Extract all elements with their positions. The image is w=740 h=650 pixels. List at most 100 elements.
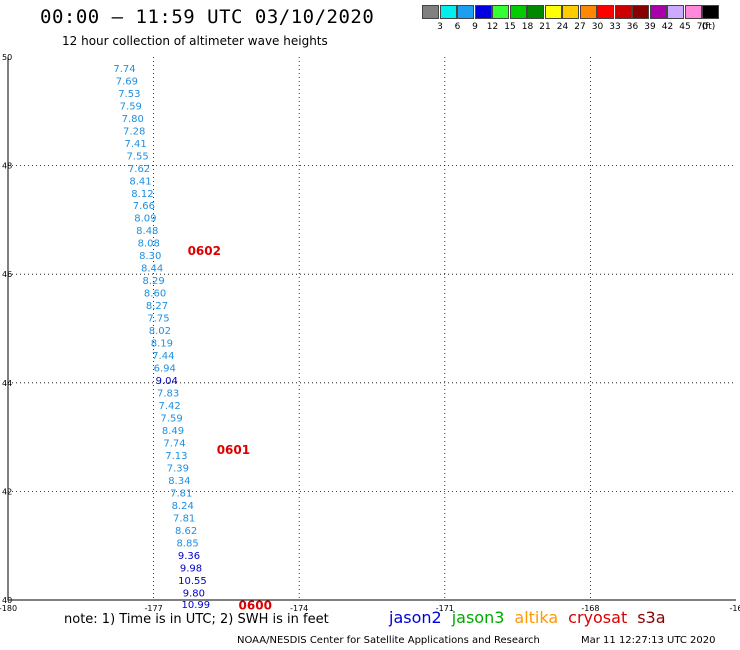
colorbar-swatch	[702, 5, 719, 19]
x-tick-label: -180	[0, 604, 17, 613]
time-label: 0600	[239, 598, 272, 612]
wave-height-label: 8.19	[151, 339, 173, 350]
y-tick-label: 48	[2, 162, 12, 171]
x-tick-label: -168	[581, 604, 599, 613]
wave-height-label: 8.60	[144, 289, 166, 300]
wave-height-label: 7.69	[116, 76, 138, 87]
colorbar-swatch	[649, 5, 667, 19]
colorbar-label: 45	[679, 22, 691, 32]
time-label: 0601	[217, 443, 250, 457]
satellite-altika: altika	[514, 608, 559, 627]
chart-title: 00:00 – 11:59 UTC 03/10/2020	[40, 6, 375, 28]
colorbar-label: 42	[661, 22, 674, 32]
wave-height-label: 9.98	[180, 563, 202, 574]
satellite-cryosat: cryosat	[568, 608, 628, 627]
satellite-jason2: jason2	[389, 608, 442, 627]
y-tick-label: 40	[2, 596, 12, 605]
wave-height-label: 7.81	[170, 488, 192, 499]
colorbar-label: 3	[437, 22, 443, 32]
colorbar-swatch	[667, 5, 684, 19]
y-tick-label: 50	[2, 53, 12, 62]
wave-height-label: 8.62	[175, 526, 197, 537]
wave-height-label: 7.66	[133, 201, 155, 212]
colorbar-swatch	[439, 5, 457, 19]
wave-height-label: 8.41	[129, 176, 151, 187]
wave-height-label: 8.44	[141, 264, 163, 275]
colorbar-swatch	[614, 5, 632, 19]
colorbar-swatch	[509, 5, 527, 19]
wave-height-label: 10.55	[178, 576, 207, 587]
y-tick-label: 44	[2, 379, 12, 388]
time-label: 0602	[188, 244, 221, 258]
x-tick-label: -177	[145, 604, 163, 613]
wave-height-label: 7.80	[122, 114, 144, 125]
wave-height-label: 9.36	[178, 551, 200, 562]
colorbar-label: 30	[591, 22, 604, 32]
colorbar-label: 18	[521, 22, 534, 32]
y-tick-label: 46	[2, 270, 12, 279]
satellite-s3a: s3a	[637, 608, 666, 627]
wave-height-label: 8.30	[139, 251, 161, 262]
colorbar-swatch	[544, 5, 562, 19]
wave-height-label: 7.59	[120, 101, 142, 112]
wave-height-label: 8.48	[136, 226, 158, 237]
wave-height-label: 8.27	[146, 301, 168, 312]
wave-height-label: 8.12	[131, 189, 153, 200]
colorbar-swatch	[474, 5, 492, 19]
wave-height-label: 7.59	[160, 414, 182, 425]
colorbar-unit: (ft)	[701, 22, 716, 32]
satellite-legend: jason2 jason3 altika cryosat s3a	[389, 608, 676, 627]
colorbar-swatch	[562, 5, 579, 19]
wave-height-label: 8.09	[134, 214, 156, 225]
colorbar-label: 33	[609, 22, 621, 32]
wave-height-label: 7.39	[167, 464, 189, 475]
x-tick-label: -16	[729, 604, 740, 613]
wave-height-label: 7.83	[157, 389, 179, 400]
wave-height-label: 7.53	[118, 89, 140, 100]
colorbar-label: 27	[574, 22, 586, 32]
wave-height-label: 10.99	[182, 600, 211, 611]
wave-height-label: 7.74	[113, 64, 135, 75]
wave-height-label: 8.85	[176, 538, 198, 549]
colorbar-swatch	[684, 5, 702, 19]
footer-note: note: 1) Time is in UTC; 2) SWH is in fe…	[64, 612, 329, 627]
wave-height-label: 7.42	[158, 401, 180, 412]
wave-height-label: 8.08	[138, 239, 160, 250]
colorbar-label: 24	[556, 22, 569, 32]
colorbar-label: 6	[454, 22, 461, 32]
colorbar-swatch	[492, 5, 509, 19]
wave-height-label: 7.81	[173, 513, 195, 524]
colorbar-swatch	[632, 5, 649, 19]
wave-height-label: 7.44	[152, 351, 174, 362]
colorbar-swatch	[422, 5, 439, 19]
wave-height-label: 7.62	[128, 164, 150, 175]
wave-height-label: 6.94	[154, 364, 176, 375]
colorbar-label: 36	[626, 22, 639, 32]
colorbar-label: 21	[539, 22, 551, 32]
wave-height-label: 7.28	[123, 126, 145, 137]
colorbar-label: 9	[472, 22, 478, 32]
wave-height-label: 8.29	[142, 276, 164, 287]
colorbar-label: 12	[486, 22, 499, 32]
colorbar-label: 39	[644, 22, 656, 32]
wave-height-label: 8.34	[168, 476, 190, 487]
wave-height-label: 7.13	[165, 451, 187, 462]
generated-timestamp: Mar 11 12:27:13 UTC 2020	[581, 635, 716, 646]
wave-height-label: 7.74	[163, 439, 185, 450]
x-tick-label: -171	[436, 604, 454, 613]
colorbar-swatch	[457, 5, 474, 19]
credit-text: NOAA/NESDIS Center for Satellite Applica…	[237, 635, 540, 646]
wave-height-label: 8.02	[149, 326, 171, 337]
satellite-jason3: jason3	[451, 608, 505, 627]
wave-height-label: 9.04	[156, 376, 178, 387]
chart-subtitle: 12 hour collection of altimeter wave hei…	[62, 34, 328, 48]
colorbar-label: 15	[504, 22, 516, 32]
wave-height-label: 9.80	[183, 588, 205, 599]
wave-height-label: 8.49	[162, 426, 184, 437]
wave-height-label: 8.24	[172, 501, 194, 512]
wave-height-label: 7.75	[147, 314, 169, 325]
y-tick-label: 42	[2, 487, 12, 496]
wave-height-label: 7.41	[125, 139, 147, 150]
colorbar-swatch	[597, 5, 614, 19]
